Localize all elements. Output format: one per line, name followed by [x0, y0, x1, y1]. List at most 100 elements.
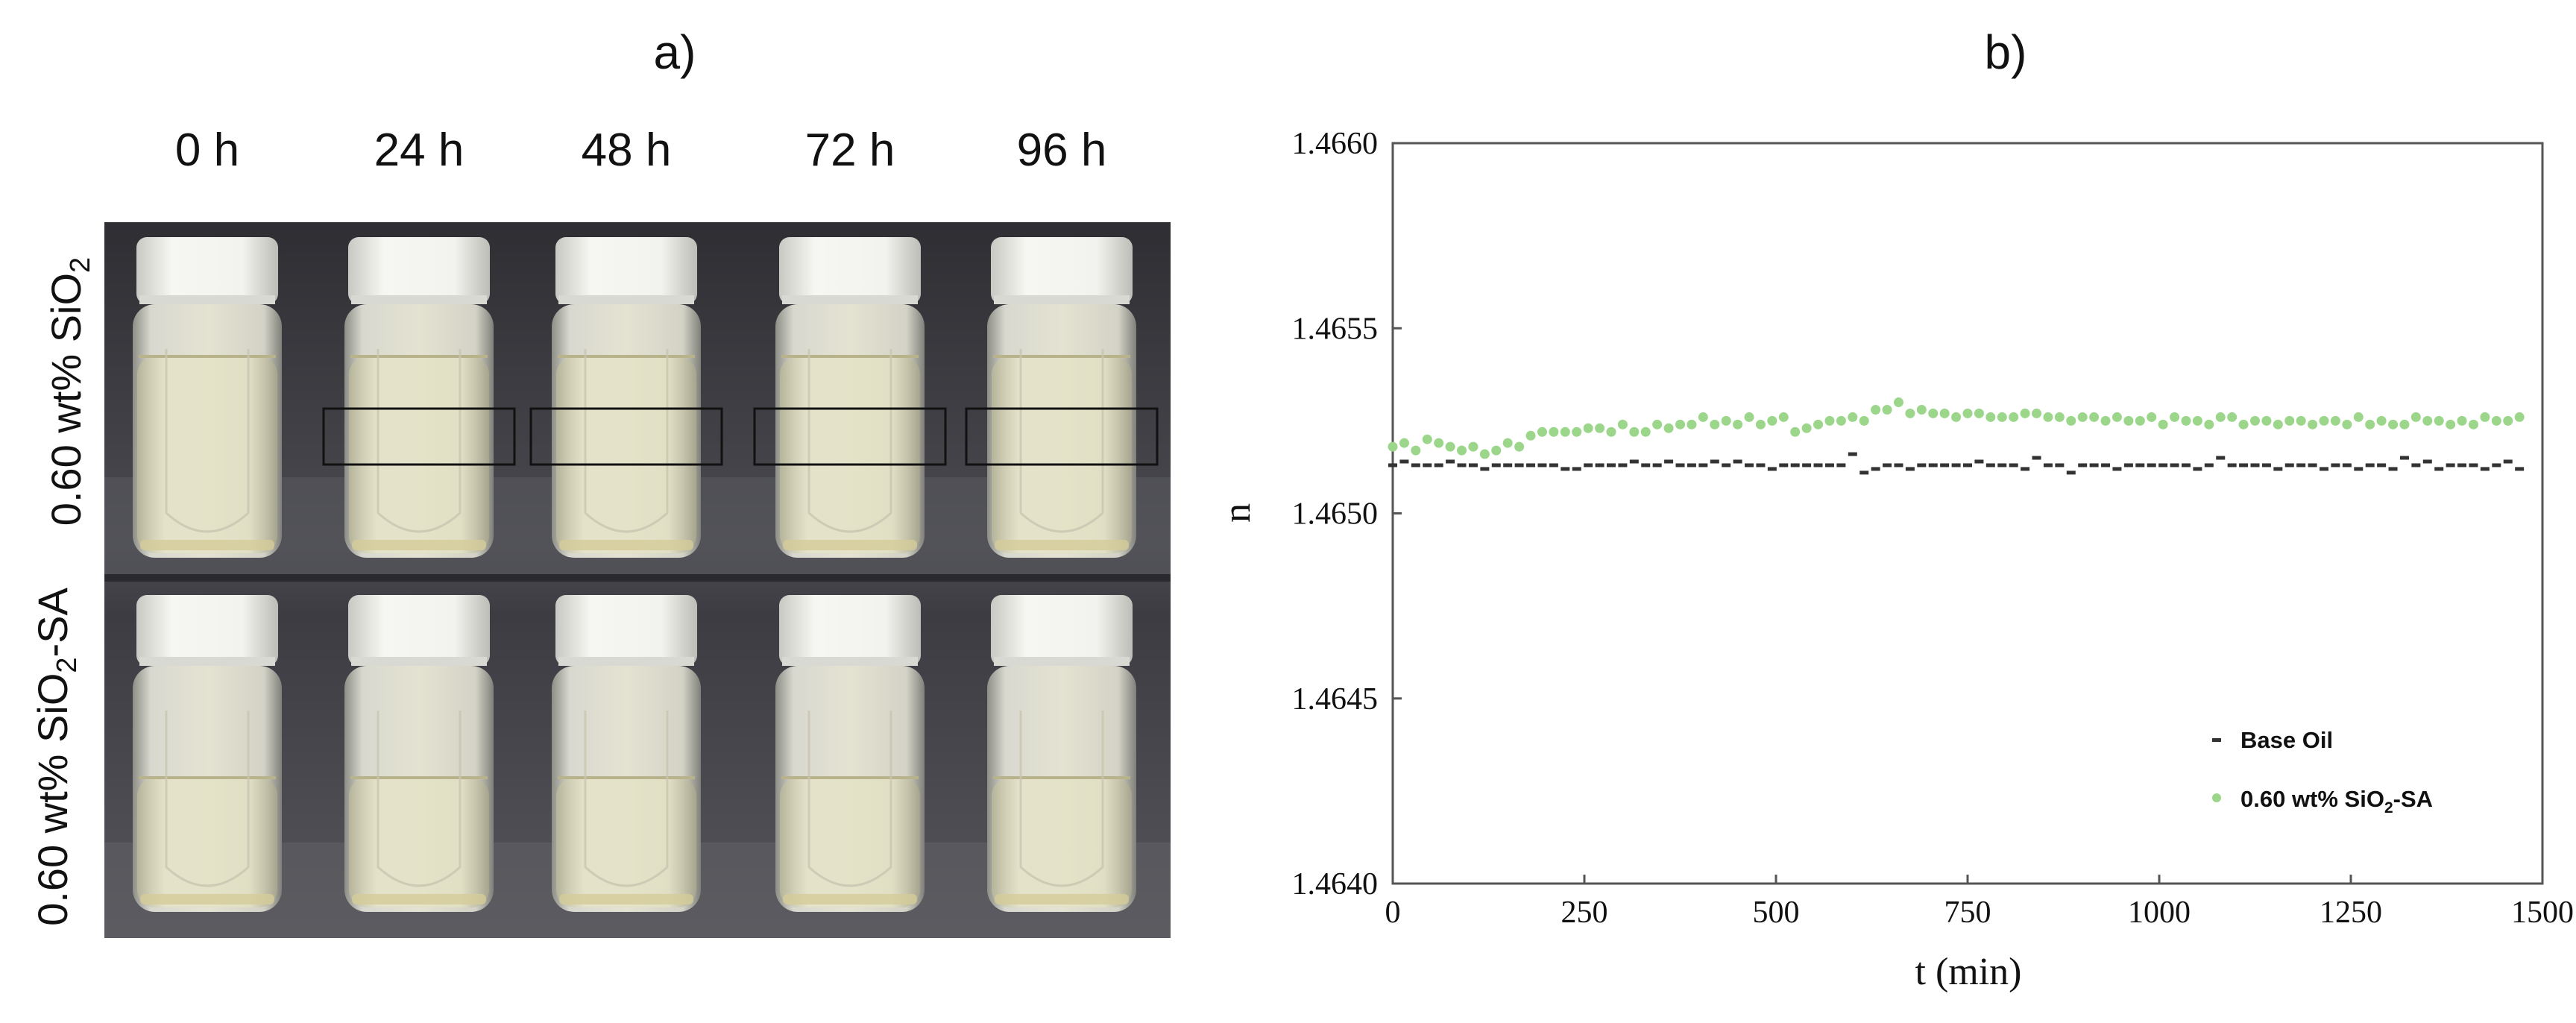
point-sio2-sa: [1905, 408, 1915, 418]
point-sio2-sa: [2204, 419, 2214, 429]
point-sio2-sa: [1491, 445, 1502, 456]
point-base-oil: [1722, 463, 1731, 468]
point-base-oil: [1928, 463, 1938, 468]
vial-reflection: [807, 349, 892, 533]
point-sio2-sa: [2365, 419, 2375, 429]
point-sio2-sa: [2227, 412, 2238, 422]
point-base-oil: [1388, 463, 1397, 468]
point-base-oil: [2089, 463, 2099, 468]
vial-cap: [348, 595, 490, 666]
point-base-oil: [1514, 463, 1524, 468]
y-tick-label: 1.4655: [1292, 312, 1379, 346]
vial-cap-rim: [558, 295, 694, 304]
point-sio2-sa: [1549, 426, 1559, 437]
row-label-bottom: 0.60 wt% SiO2-SA: [29, 587, 83, 925]
point-base-oil: [1664, 459, 1674, 464]
point-sio2-sa: [2181, 415, 2191, 426]
highlight-box: [965, 407, 1159, 466]
point-base-oil: [1549, 463, 1558, 468]
point-sio2-sa: [1411, 445, 1421, 456]
point-sio2-sa: [1755, 419, 1766, 429]
refractive-index-chart: b) 1.4640 1.4645 1.4650 1.4655 1.4660 0 250 50…: [1216, 25, 2574, 993]
point-base-oil: [2135, 463, 2145, 468]
vial-bottom-4: [987, 595, 1136, 912]
x-tick-label: 500: [1753, 895, 1800, 930]
legend-marker-sio2-sa: [2212, 793, 2221, 802]
point-sio2-sa: [1595, 423, 1605, 433]
point-base-oil: [1537, 463, 1547, 468]
vial-base: [995, 894, 1129, 904]
point-sio2-sa: [1399, 438, 1409, 448]
point-base-oil: [1572, 467, 1581, 471]
x-tick-label: 1250: [2320, 895, 2382, 930]
point-base-oil: [1859, 470, 1869, 475]
time-label-24h: 24 h: [374, 125, 465, 176]
time-label-96h: 96 h: [1017, 125, 1107, 176]
vial-cap-rim: [139, 657, 275, 666]
point-sio2-sa: [2457, 415, 2467, 426]
vial-liquid: [137, 778, 277, 907]
vial-top-4: [965, 237, 1159, 558]
point-sio2-sa: [1502, 438, 1513, 448]
point-base-oil: [1802, 463, 1812, 468]
point-base-oil: [1399, 459, 1409, 464]
point-sio2-sa: [1606, 426, 1616, 437]
point-base-oil: [2239, 463, 2249, 468]
point-sio2-sa: [1985, 412, 1996, 422]
point-base-oil: [2158, 463, 2168, 468]
point-sio2-sa: [2353, 412, 2364, 422]
point-base-oil: [2492, 463, 2501, 468]
point-base-oil: [1457, 463, 1467, 468]
point-base-oil: [1917, 463, 1927, 468]
vial-base: [559, 894, 693, 904]
legend-marker-base-oil: [2212, 738, 2221, 742]
point-base-oil: [2284, 463, 2294, 468]
point-sio2-sa: [2261, 415, 2272, 426]
point-sio2-sa: [2135, 415, 2145, 426]
chart-legend: Base Oil 0.60 wt% SiO2-SA: [2212, 727, 2433, 816]
vial-cap-rim: [351, 657, 487, 666]
point-sio2-sa: [1652, 419, 1663, 429]
point-sio2-sa: [1445, 441, 1455, 452]
point-sio2-sa: [1617, 419, 1628, 429]
point-sio2-sa: [2399, 419, 2410, 429]
point-sio2-sa: [2009, 412, 2019, 422]
point-base-oil: [2216, 456, 2226, 460]
point-sio2-sa: [2503, 415, 2513, 426]
point-sio2-sa: [1698, 412, 1708, 422]
point-sio2-sa: [2032, 408, 2042, 418]
vial-top-2: [529, 237, 723, 558]
vial-base: [352, 894, 486, 904]
x-axis-label: t (min): [1915, 951, 2022, 993]
point-base-oil: [1503, 463, 1513, 468]
point-sio2-sa: [1468, 441, 1478, 452]
point-base-oil: [1985, 463, 1995, 468]
legend-label-sio2-sa-suffix: -SA: [2393, 786, 2433, 812]
plot-frame: [1391, 142, 2544, 885]
point-sio2-sa: [1629, 426, 1640, 437]
point-base-oil: [1848, 452, 1857, 456]
point-base-oil: [1561, 467, 1570, 471]
point-base-oil: [1491, 463, 1501, 468]
point-base-oil: [2365, 463, 2375, 468]
point-base-oil: [2354, 467, 2364, 471]
point-base-oil: [1974, 459, 1984, 464]
point-base-oil: [1629, 459, 1639, 464]
vial-cap: [991, 595, 1133, 666]
point-base-oil: [1710, 459, 1719, 464]
point-sio2-sa: [2319, 415, 2329, 426]
point-base-oil: [2055, 463, 2065, 468]
point-sio2-sa: [1997, 412, 2007, 422]
vial-liquid: [137, 356, 277, 553]
point-sio2-sa: [2123, 415, 2134, 426]
vial-reflection: [1019, 711, 1104, 887]
point-base-oil: [2273, 467, 2283, 471]
panel-a-svg: a) 0 h 24 h 48 h 72 h 96 h 0.60 wt% SiO2…: [29, 25, 1171, 938]
vial-cap-rim: [558, 657, 694, 666]
point-sio2-sa: [1572, 426, 1582, 437]
point-sio2-sa: [1871, 404, 1881, 415]
row-label-bottom-suffix: -SA: [29, 587, 76, 657]
point-sio2-sa: [1721, 415, 1731, 426]
point-sio2-sa: [2296, 415, 2306, 426]
point-sio2-sa: [2170, 412, 2180, 422]
